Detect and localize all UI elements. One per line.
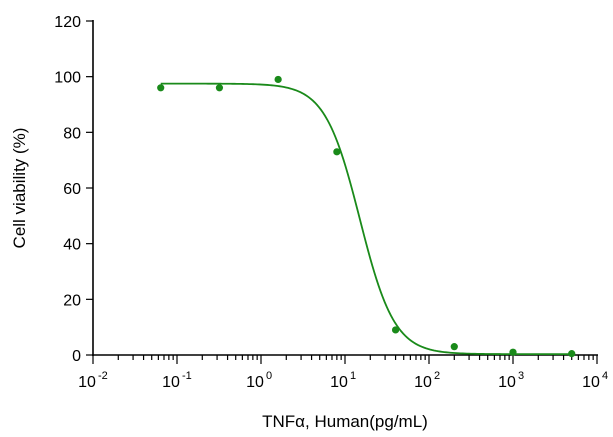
- data-point: [509, 348, 517, 356]
- data-point: [215, 84, 224, 92]
- data-point: [157, 84, 165, 92]
- data-point: [333, 148, 341, 156]
- x-tick-exponent: 1: [350, 370, 356, 382]
- data-point: [450, 343, 458, 351]
- y-tick-label: 120: [54, 14, 81, 31]
- x-tick-exponent: 3: [518, 370, 524, 382]
- data-point: [274, 75, 282, 84]
- x-tick-label: 10: [414, 374, 432, 391]
- x-tick-exponent: 4: [602, 370, 608, 382]
- x-tick-label: 10: [246, 374, 264, 391]
- x-tick-label: 10: [330, 374, 348, 391]
- data-point: [391, 326, 400, 334]
- data-point: [568, 350, 576, 358]
- data-points: [157, 75, 576, 358]
- y-tick-label: 100: [54, 70, 81, 87]
- y-tick-label: 60: [63, 181, 81, 198]
- x-axis-title: TNFα, Human(pg/mL): [262, 412, 428, 431]
- y-tick-label: 0: [72, 348, 81, 365]
- x-tick-label: 10: [498, 374, 516, 391]
- x-tick-exponent: -2: [98, 370, 108, 382]
- fit-curve: [160, 82, 572, 356]
- y-axis-title: Cell viability (%): [10, 128, 29, 249]
- x-axis: 10 -2 10 -1 10 0 10 1 10 2 10 3 10 4: [78, 354, 608, 391]
- y-tick-label: 80: [63, 125, 81, 142]
- y-tick-label: 40: [63, 237, 81, 254]
- x-tick-exponent: 0: [266, 370, 272, 382]
- x-tick-label: 10: [162, 374, 180, 391]
- x-tick-label: 10: [78, 374, 96, 391]
- y-axis: 0 20 40 60 80 100 120: [54, 14, 94, 365]
- y-tick-label: 20: [63, 292, 81, 309]
- x-tick-label: 10: [582, 374, 600, 391]
- x-tick-exponent: 2: [434, 370, 440, 382]
- x-tick-exponent: -1: [182, 370, 192, 382]
